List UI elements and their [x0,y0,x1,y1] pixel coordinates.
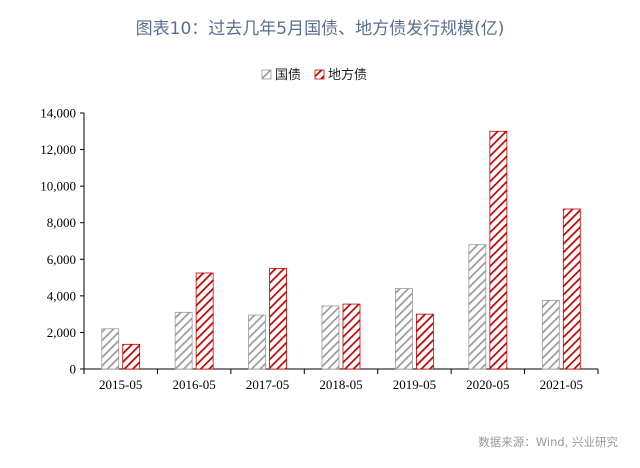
legend-label-1: 国债 [275,68,301,83]
source-note: 数据来源：Wind, 兴业研究 [478,435,618,449]
x-tick-label: 2016-05 [172,377,215,392]
bar-2-2018-05 [342,303,361,370]
y-tick-label: 10,000 [40,179,76,194]
y-tick-label: 6,000 [47,252,76,267]
bar-2-2016-05 [195,272,214,370]
bars [101,130,581,370]
x-tick-label: 2020-05 [466,377,509,392]
y-tick-label: 4,000 [47,288,76,303]
legend-swatch-1 [261,69,272,80]
x-tick-label: 2015-05 [99,377,142,392]
bar-1-2018-05 [321,305,340,370]
bar-1-2019-05 [395,288,413,370]
y-tick-label: 8,000 [47,215,76,230]
bar-2-2015-05 [122,343,141,370]
x-tick-label: 2021-05 [540,377,583,392]
chart-title: 图表10：过去几年5月国债、地方债发行规模(亿) [135,19,505,39]
y-tick-label: 2,000 [47,325,76,340]
y-tick-label: 14,000 [40,106,76,121]
bar-1-2020-05 [468,244,487,370]
legend: 国债 地方债 [261,67,367,83]
y-tick-label: 0 [70,362,77,377]
legend-label-2: 地方债 [328,67,367,83]
legend-swatch-2 [314,69,325,80]
bar-1-2016-05 [174,311,193,370]
bar-1-2021-05 [541,300,560,370]
y-tick-label: 12,000 [40,142,76,157]
x-tick-label: 2017-05 [246,377,289,392]
bar-2-2017-05 [269,268,287,370]
bar-1-2017-05 [248,314,266,370]
bar-2-2019-05 [416,313,434,370]
bar-2-2021-05 [562,208,581,370]
x-tick-label: 2019-05 [393,377,436,392]
bar-2-2020-05 [489,130,508,370]
bar-1-2015-05 [101,328,120,370]
x-tick-label: 2018-05 [319,377,362,392]
axes: 0 2,000 4,000 6,000 8,000 10,000 12,000 14,000 2… [40,106,599,392]
